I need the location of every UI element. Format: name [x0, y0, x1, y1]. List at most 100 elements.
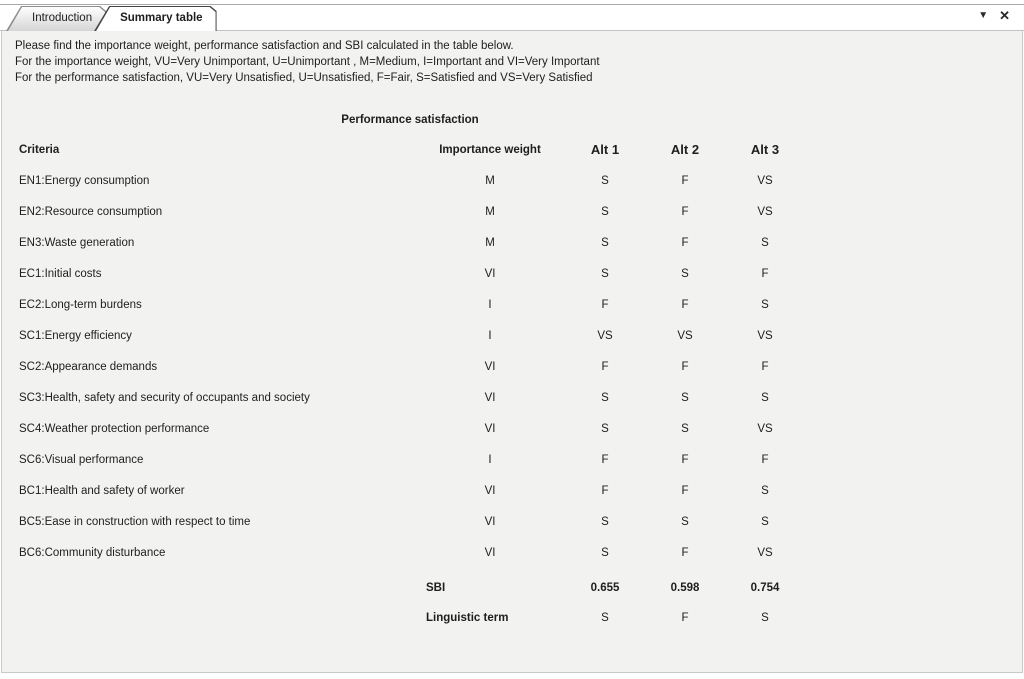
intro-text: Please find the importance weight, perfo… [2, 31, 1022, 86]
criteria-cell: EN2:Resource consumption [19, 205, 163, 218]
table-row: SC1:Energy efficiency I VS VS VS [15, 320, 805, 351]
tab-group: Introduction Summary table [6, 6, 217, 31]
alt1-cell: S [601, 515, 609, 528]
summary-table: Criteria Importance weight Alt 1 Alt 2 A… [15, 134, 805, 632]
alt3-cell: VS [757, 546, 773, 559]
importance-weight-cell: M [485, 236, 495, 249]
sbi-label: SBI [426, 581, 446, 594]
alt2-cell: S [681, 515, 689, 528]
importance-weight-cell: VI [484, 391, 496, 404]
linguistic-alt3-value: S [761, 611, 769, 624]
alt2-cell: F [681, 546, 689, 559]
sbi-alt3-value: 0.754 [750, 581, 780, 594]
alt1-cell: F [601, 298, 609, 311]
tab-introduction[interactable]: Introduction [6, 6, 106, 31]
table-row: SC6:Visual performance I F F F [15, 444, 805, 475]
alt3-cell: S [761, 515, 769, 528]
alt2-cell: F [681, 453, 689, 466]
alt1-cell: F [601, 360, 609, 373]
table-row: EN1:Energy consumption M S F VS [15, 165, 805, 196]
table-row: EN2:Resource consumption M S F VS [15, 196, 805, 227]
tab-strip-top-border [0, 4, 1024, 5]
close-icon[interactable]: ✕ [999, 8, 1010, 23]
chevron-down-icon[interactable]: ▼ [978, 10, 989, 21]
criteria-cell: SC4:Weather protection performance [19, 422, 210, 435]
column-header-alt2: Alt 2 [670, 142, 700, 157]
alt2-cell: F [681, 484, 689, 497]
tab-label: Summary table [120, 11, 203, 24]
alt1-cell: S [601, 205, 609, 218]
alt3-cell: VS [757, 422, 773, 435]
table-row: BC6:Community disturbance VI S F VS [15, 537, 805, 568]
linguistic-term-label: Linguistic term [426, 611, 509, 624]
table-row: BC1:Health and safety of worker VI F F S [15, 475, 805, 506]
column-header-alt3: Alt 3 [750, 142, 780, 157]
alt2-cell: S [681, 391, 689, 404]
intro-line: Please find the importance weight, perfo… [15, 40, 514, 52]
alt2-cell: S [681, 267, 689, 280]
alt3-cell: VS [757, 205, 773, 218]
intro-line: For the performance satisfaction, VU=Ver… [15, 72, 593, 84]
table-header-row: Criteria Importance weight Alt 1 Alt 2 A… [15, 134, 805, 165]
alt1-cell: S [601, 546, 609, 559]
alt1-cell: S [601, 236, 609, 249]
alt2-cell: VS [677, 329, 693, 342]
linguistic-alt2-value: F [681, 611, 689, 624]
alt3-cell: S [761, 236, 769, 249]
importance-weight-cell: I [488, 453, 492, 466]
importance-weight-cell: I [488, 329, 492, 342]
summary-table-panel: Please find the importance weight, perfo… [1, 31, 1023, 673]
alt3-cell: VS [757, 329, 773, 342]
importance-weight-cell: I [488, 298, 492, 311]
alt1-cell: S [601, 391, 609, 404]
sbi-row: SBI 0.655 0.598 0.754 [15, 572, 805, 603]
intro-line: For the importance weight, VU=Very Unimp… [15, 56, 600, 68]
criteria-cell: EC2:Long-term burdens [19, 298, 142, 311]
alt2-cell: S [681, 422, 689, 435]
alt3-cell: S [761, 391, 769, 404]
alt2-cell: F [681, 236, 689, 249]
table-caption: Performance satisfaction [341, 114, 479, 126]
linguistic-term-row: Linguistic term S F S [15, 603, 805, 632]
alt2-cell: F [681, 298, 689, 311]
table-row: EC1:Initial costs VI S S F [15, 258, 805, 289]
alt1-cell: S [601, 267, 609, 280]
table-row: SC4:Weather protection performance VI S … [15, 413, 805, 444]
criteria-cell: SC2:Appearance demands [19, 360, 158, 373]
criteria-cell: EN1:Energy consumption [19, 174, 150, 187]
table-body: EN1:Energy consumption M S F VS EN2:Reso… [15, 165, 805, 568]
tab-controls: ▼ ✕ [978, 7, 1010, 25]
alt1-cell: S [601, 422, 609, 435]
alt3-cell: F [761, 267, 769, 280]
criteria-cell: SC6:Visual performance [19, 453, 144, 466]
importance-weight-cell: M [485, 205, 495, 218]
sbi-alt1-value: 0.655 [590, 581, 620, 594]
criteria-cell: BC1:Health and safety of worker [19, 484, 185, 497]
criteria-cell: EC1:Initial costs [19, 267, 102, 280]
criteria-cell: BC6:Community disturbance [19, 546, 166, 559]
criteria-cell: BC5:Ease in construction with respect to… [19, 515, 251, 528]
table-row: SC3:Health, safety and security of occup… [15, 382, 805, 413]
alt2-cell: F [681, 174, 689, 187]
linguistic-alt1-value: S [601, 611, 609, 624]
column-header-criteria: Criteria [19, 143, 60, 156]
alt3-cell: S [761, 298, 769, 311]
sbi-alt2-value: 0.598 [670, 581, 700, 594]
tab-summary-table[interactable]: Summary table [94, 6, 216, 31]
importance-weight-cell: VI [484, 515, 496, 528]
alt1-cell: F [601, 484, 609, 497]
column-header-alt1: Alt 1 [590, 142, 620, 157]
column-header-importance-weight: Importance weight [439, 143, 541, 156]
criteria-cell: SC1:Energy efficiency [19, 329, 132, 342]
alt2-cell: F [681, 205, 689, 218]
alt2-cell: F [681, 360, 689, 373]
table-row: EN3:Waste generation M S F S [15, 227, 805, 258]
criteria-cell: EN3:Waste generation [19, 236, 135, 249]
table-row: EC2:Long-term burdens I F F S [15, 289, 805, 320]
tab-strip-bottom-border [0, 30, 1024, 31]
importance-weight-cell: VI [484, 360, 496, 373]
alt1-cell: F [601, 453, 609, 466]
importance-weight-cell: VI [484, 422, 496, 435]
alt3-cell: F [761, 453, 769, 466]
